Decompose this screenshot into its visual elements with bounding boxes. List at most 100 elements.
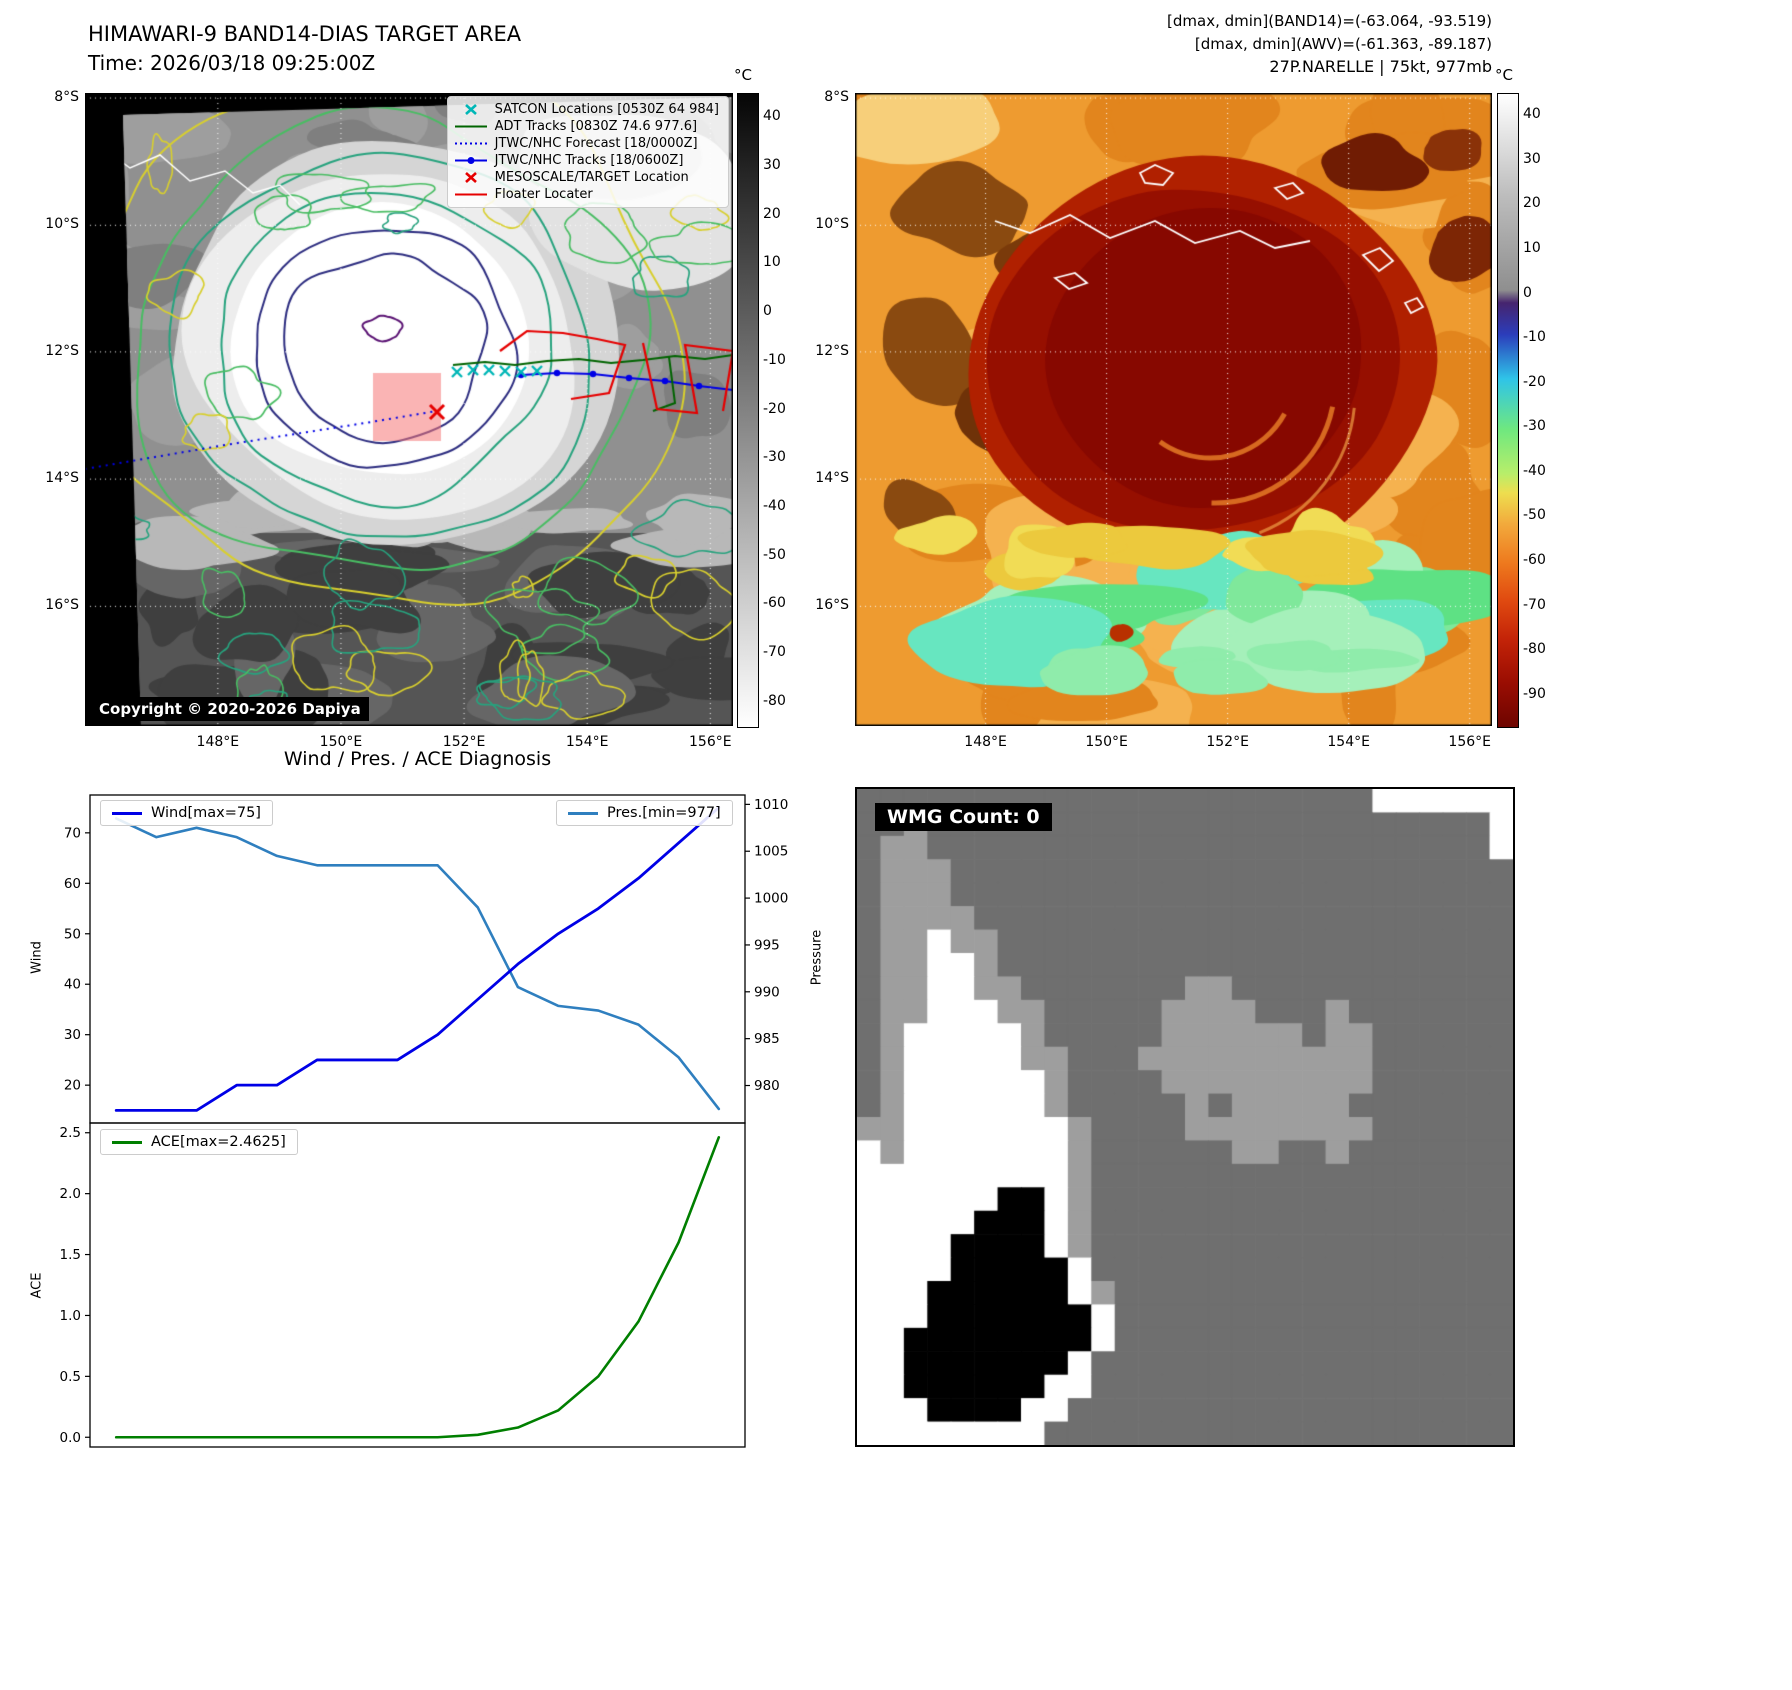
colorbar-tick: 10 bbox=[763, 254, 781, 271]
awv-lon-tick: 154°E bbox=[1327, 734, 1370, 750]
axis-tick: 0.0 bbox=[60, 1430, 81, 1446]
axis-tick: 1.0 bbox=[60, 1308, 81, 1324]
wind-legend-swatch bbox=[112, 811, 142, 815]
colorbar-tick: -60 bbox=[763, 595, 786, 612]
legend-label: JTWC/NHC Forecast [18/0000Z] bbox=[494, 136, 698, 151]
dmax-dmin-awv: [dmax, dmin](AWV)=(-61.363, -89.187) bbox=[1194, 34, 1492, 53]
legend-label: JTWC/NHC Tracks [18/0600Z] bbox=[494, 153, 684, 168]
storm-name-intensity: 27P.NARELLE | 75kt, 977mb bbox=[1269, 57, 1492, 76]
colorbar-tick: -70 bbox=[1523, 596, 1546, 613]
awv-lon-tick: 150°E bbox=[1085, 734, 1128, 750]
diagnosis-chart: 20 30 40 50 60 70 980 985 990 995 1000 1005 1010 0.0 0… bbox=[60, 794, 788, 1448]
awv-colorbar bbox=[1497, 93, 1519, 728]
axis-tick: 2.5 bbox=[60, 1125, 81, 1141]
colorbar-tick: 20 bbox=[1523, 195, 1541, 212]
diagnosis-title: Wind / Pres. / ACE Diagnosis bbox=[283, 748, 552, 770]
ace-axes bbox=[89, 1122, 746, 1448]
copyright-label: Copyright © 2020-2026 Dapiya bbox=[91, 697, 369, 721]
axis-tick: 1000 bbox=[754, 891, 788, 907]
awv-lon-tick: 152°E bbox=[1206, 734, 1249, 750]
band14-lon-tick: 152°E bbox=[442, 734, 486, 750]
legend-label: SATCON Locations [0530Z 64 984] bbox=[494, 102, 719, 117]
awv-lat-tick: 8°S bbox=[824, 89, 849, 106]
pressure-axis-label: Pressure bbox=[809, 929, 825, 986]
pres-legend-swatch bbox=[568, 811, 598, 815]
legend-marker-icon bbox=[464, 172, 477, 183]
axis-tick: 50 bbox=[64, 926, 81, 942]
band14-lat-tick: 16°S bbox=[45, 597, 79, 614]
colorbar-tick: -20 bbox=[763, 400, 786, 417]
legend-label: Floater Locater bbox=[494, 187, 593, 202]
legend-marker-icon bbox=[454, 125, 487, 128]
map-legend: SATCON Locations [0530Z 64 984] ADT Track… bbox=[446, 96, 729, 208]
legend-item-5: Floater Locater bbox=[453, 187, 719, 202]
awv-colorbar-unit: °C bbox=[1495, 66, 1513, 84]
colorbar-tick: 0 bbox=[1523, 284, 1532, 301]
awv-satellite-image bbox=[855, 93, 1492, 726]
wmg-count-label: WMG Count: 0 bbox=[875, 803, 1052, 831]
pres-legend-label: Pres.[min=977] bbox=[607, 805, 721, 821]
colorbar-tick: 10 bbox=[1523, 240, 1541, 257]
band14-title: HIMAWARI-9 BAND14-DIAS TARGET AREA bbox=[88, 22, 522, 46]
ACE[max=2.4625] bbox=[114, 1136, 721, 1439]
colorbar-tick: 30 bbox=[763, 157, 781, 174]
axis-tick: 30 bbox=[64, 1027, 81, 1043]
ace-legend-swatch bbox=[112, 1140, 142, 1144]
band14-colorbar bbox=[737, 93, 759, 728]
band14-lon-tick: 150°E bbox=[319, 734, 363, 750]
colorbar-tick: 20 bbox=[763, 205, 781, 222]
axis-tick: 1.5 bbox=[60, 1247, 81, 1263]
legend-item-0: SATCON Locations [0530Z 64 984] bbox=[453, 102, 719, 117]
awv-lat-tick: 16°S bbox=[815, 597, 849, 614]
band14-colorbar-unit: °C bbox=[734, 66, 752, 84]
band14-lon-tick: 154°E bbox=[565, 734, 609, 750]
colorbar-tick: -70 bbox=[763, 643, 786, 660]
colorbar-tick: -50 bbox=[763, 546, 786, 563]
colorbar-tick: -30 bbox=[1523, 418, 1546, 435]
ace-axis-label: ACE bbox=[29, 1272, 45, 1299]
colorbar-tick: -10 bbox=[763, 351, 786, 368]
band14-lat-tick: 12°S bbox=[45, 342, 79, 359]
legend-marker-icon bbox=[454, 142, 487, 145]
axis-tick: 980 bbox=[754, 1078, 780, 1094]
band14-lat-tick: 8°S bbox=[54, 89, 79, 106]
colorbar-tick: -30 bbox=[763, 449, 786, 466]
awv-annotations: [dmax, dmin](BAND14)=(-63.064, -93.519) … bbox=[1012, 10, 1492, 79]
axis-tick: 0.5 bbox=[60, 1369, 81, 1385]
dmax-dmin-band14: [dmax, dmin](BAND14)=(-63.064, -93.519) bbox=[1167, 12, 1492, 30]
colorbar-tick: -40 bbox=[1523, 462, 1546, 479]
colorbar-tick: -60 bbox=[1523, 552, 1546, 569]
Pres.[min=977] bbox=[114, 817, 721, 1111]
legend-item-2: JTWC/NHC Forecast [18/0000Z] bbox=[453, 136, 719, 151]
colorbar-tick: 40 bbox=[1523, 106, 1541, 123]
awv-lat-tick: 12°S bbox=[815, 342, 849, 359]
colorbar-tick: -80 bbox=[763, 692, 786, 709]
awv-map-panel bbox=[855, 93, 1492, 726]
axis-tick: 40 bbox=[64, 977, 81, 993]
band14-time: Time: 2026/03/18 09:25:00Z bbox=[88, 51, 376, 76]
colorbar-tick: -90 bbox=[1523, 685, 1546, 702]
Wind[max=75] bbox=[114, 806, 721, 1112]
wmg-mask-image bbox=[857, 789, 1513, 1445]
wind-legend: Wind[max=75] bbox=[100, 800, 273, 826]
legend-label: MESOSCALE/TARGET Location bbox=[494, 170, 689, 185]
axis-tick: 20 bbox=[64, 1078, 81, 1094]
colorbar-tick: 30 bbox=[1523, 150, 1541, 167]
legend-marker-icon bbox=[454, 157, 487, 164]
awv-lat-tick: 14°S bbox=[815, 470, 849, 487]
legend-marker-icon bbox=[454, 193, 487, 196]
band14-lat-tick: 14°S bbox=[45, 470, 79, 487]
axis-tick: 1005 bbox=[754, 844, 788, 860]
band14-lon-tick: 148°E bbox=[196, 734, 240, 750]
wmg-panel: WMG Count: 0 bbox=[855, 787, 1515, 1447]
awv-lon-tick: 148°E bbox=[964, 734, 1007, 750]
axis-tick: 990 bbox=[754, 984, 780, 1000]
legend-item-3: JTWC/NHC Tracks [18/0600Z] bbox=[453, 153, 719, 168]
band14-lat-tick: 10°S bbox=[45, 216, 79, 233]
colorbar-tick: -50 bbox=[1523, 507, 1546, 524]
pres-legend: Pres.[min=977] bbox=[556, 800, 733, 826]
axis-tick: 2.0 bbox=[60, 1186, 81, 1202]
band14-map-panel: SATCON Locations [0530Z 64 984] ADT Track… bbox=[85, 93, 733, 726]
awv-lon-tick: 156°E bbox=[1448, 734, 1491, 750]
